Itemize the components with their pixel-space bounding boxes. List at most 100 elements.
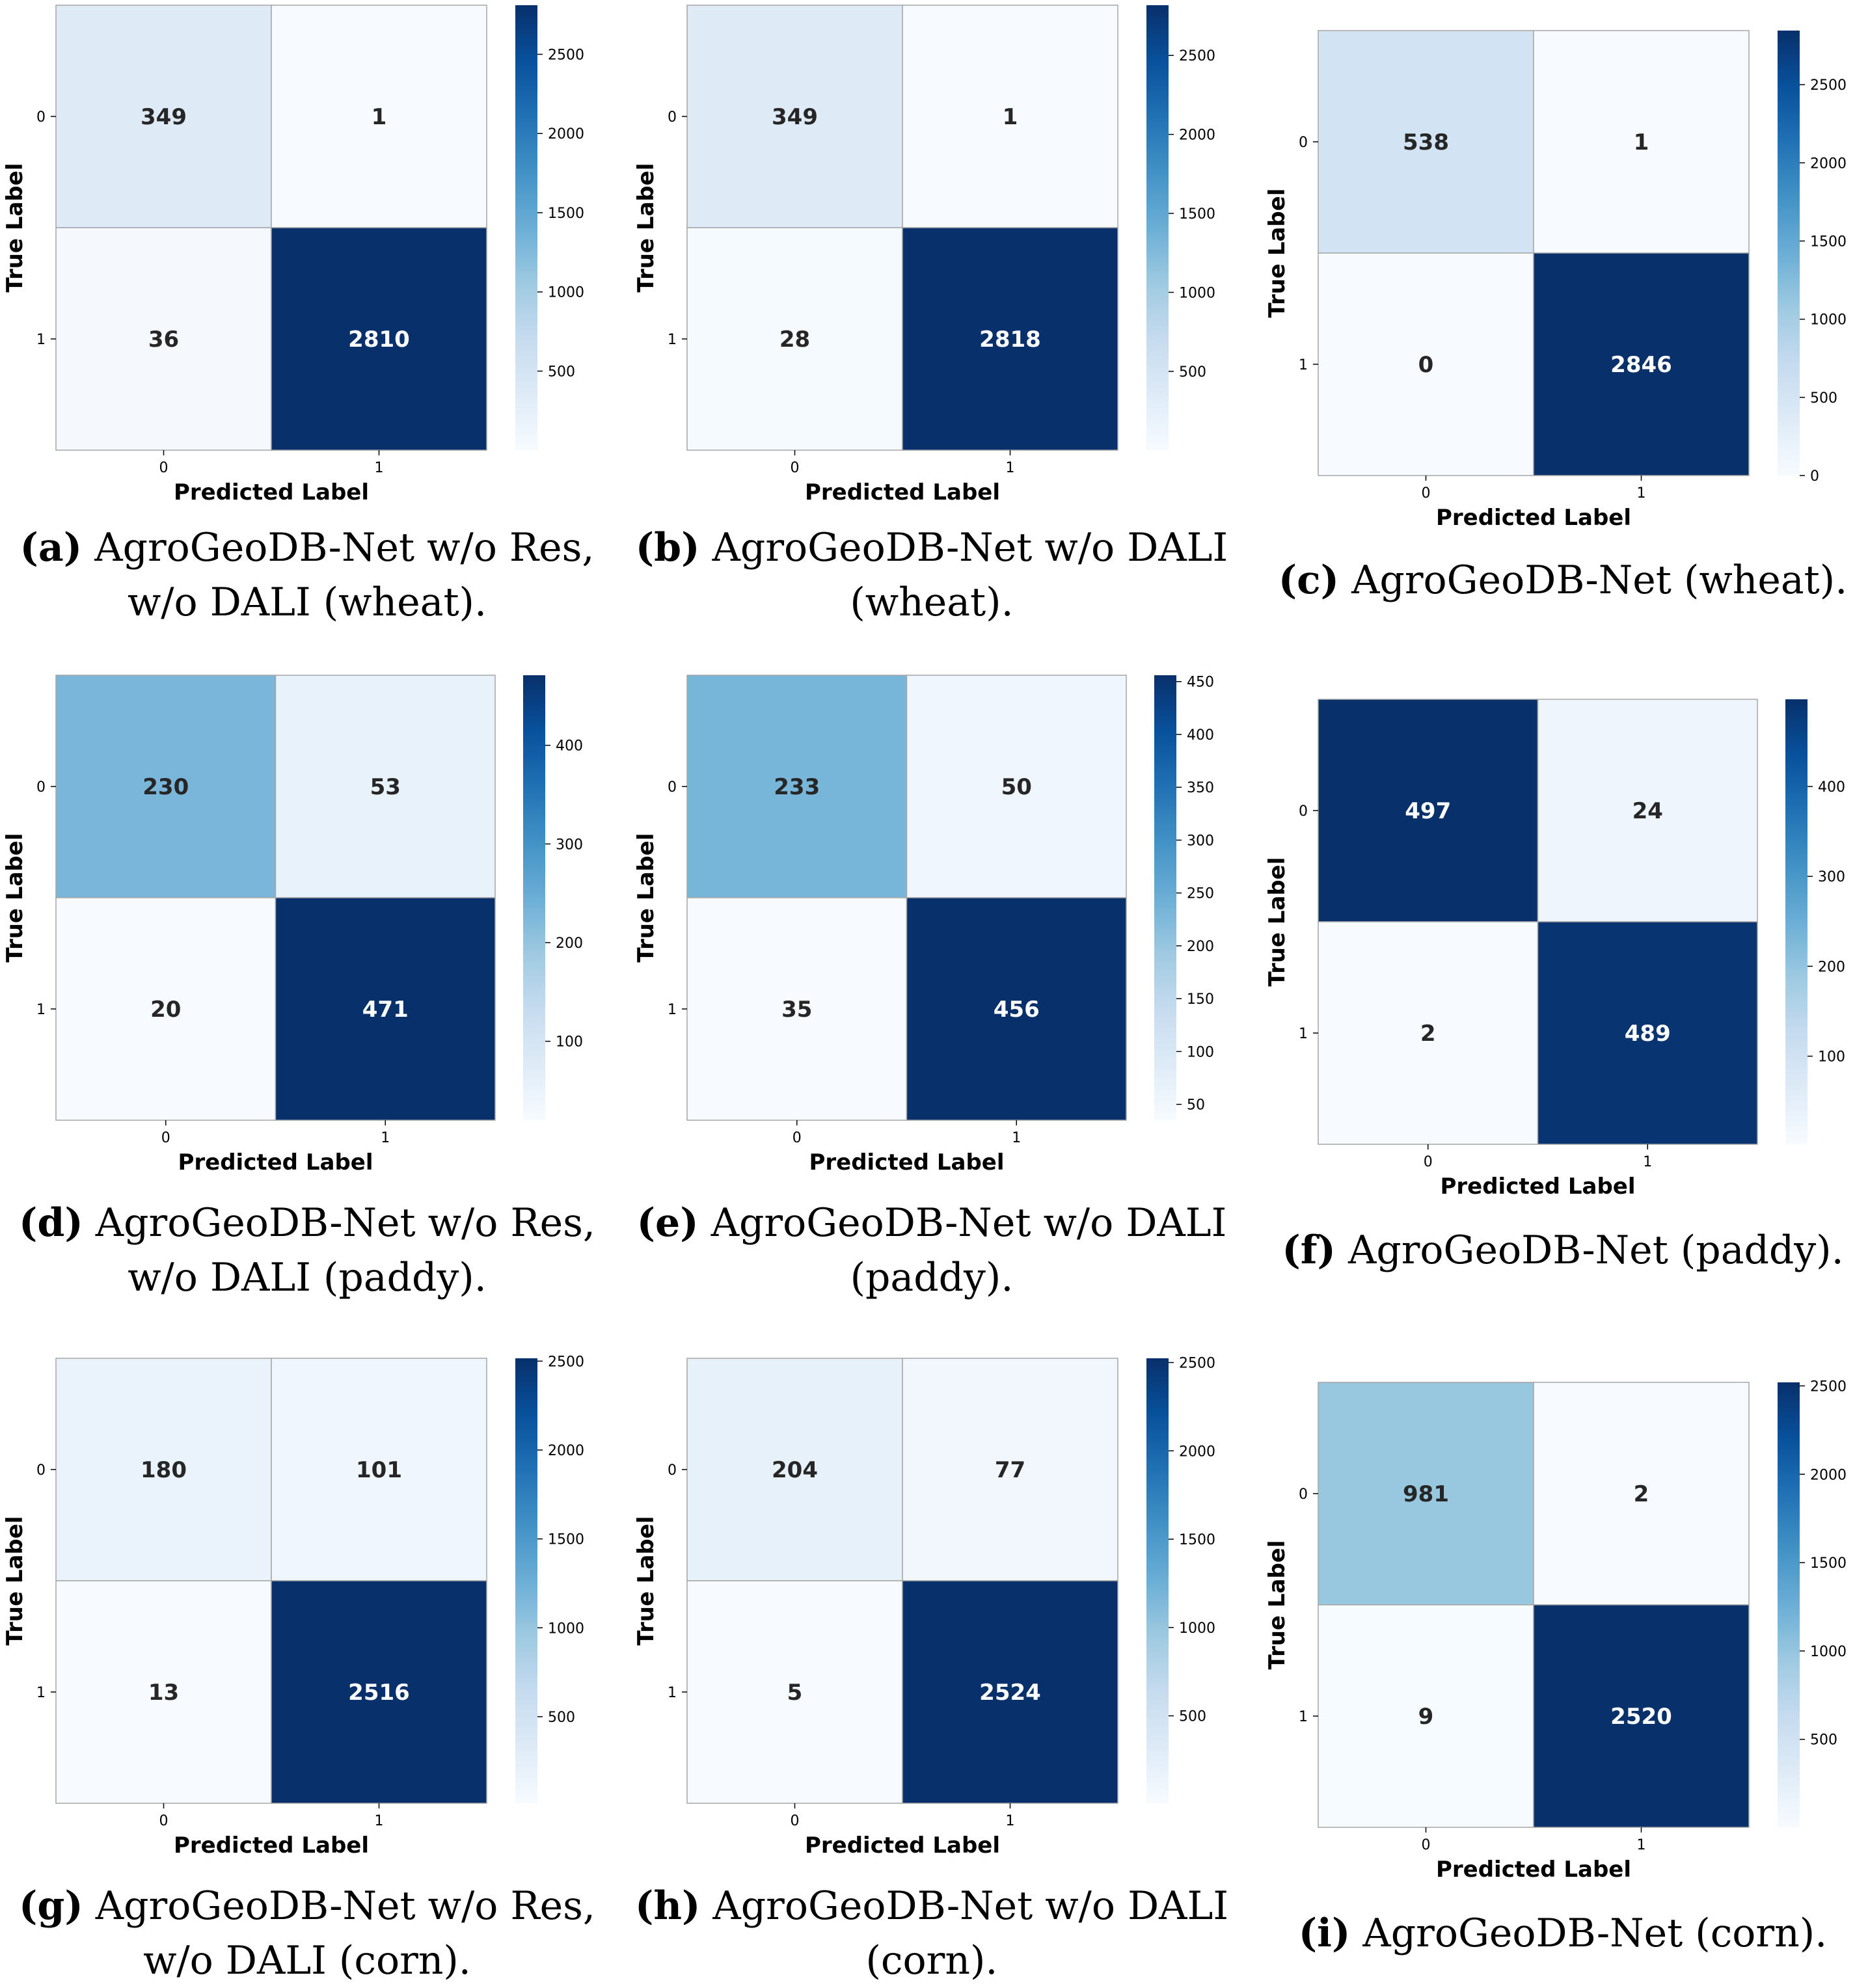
caption-text: AgroGeoDB-Net w/o Res, (83, 1200, 595, 1246)
caption-text: AgroGeoDB-Net (corn). (1350, 1911, 1828, 1956)
cell-value-h-1-0: 5 (787, 1680, 803, 1706)
colorbar-tick-label-c-1: 500 (1810, 390, 1837, 407)
colorbar-tick-label-b-2: 1500 (1179, 206, 1215, 222)
heatmap-cell-e-0-0 (686, 675, 908, 898)
colorbar-tick-label-e-0: 50 (1187, 1097, 1205, 1114)
y-tick-label-c-1: 1 (1299, 357, 1308, 373)
cell-value-d-0-1: 53 (370, 774, 401, 800)
heatmap-cell-c-1-0 (1318, 252, 1534, 476)
heatmap-cell-f-1-1 (1537, 921, 1758, 1145)
caption-text: AgroGeoDB-Net w/o DALI (699, 525, 1228, 571)
heatmap-cell-b-1-0 (686, 227, 903, 451)
cell-value-a-1-0: 36 (148, 327, 179, 353)
caption-line: (h) AgroGeoDB-Net w/o DALI (626, 1879, 1238, 1933)
y-axis-label-a: True Label (2, 163, 28, 293)
colorbar-tick-label-g-2: 1500 (548, 1532, 584, 1548)
y-tick-label-a-1: 1 (36, 332, 46, 348)
x-axis-label-c: Predicted Label (1436, 505, 1631, 531)
x-tick-label-i-0: 0 (1422, 1837, 1431, 1853)
y-tick-label-a-0: 0 (36, 109, 46, 126)
colorbar-tick-label-g-1: 1000 (548, 1620, 584, 1637)
y-tick-label-b-1: 1 (668, 332, 677, 348)
subfigure-caption-i: (i) AgroGeoDB-Net (corn). (1257, 1906, 1855, 1961)
colorbar-tick-label-e-8: 450 (1187, 675, 1214, 691)
caption-line: (f) AgroGeoDB-Net (paddy). (1257, 1223, 1855, 1278)
heatmap-cell-c-0-1 (1533, 30, 1750, 254)
x-tick-label-h-1: 1 (1006, 1813, 1015, 1829)
heatmap-cell-a-1-0 (55, 227, 272, 451)
colorbar-tick-label-g-3: 2000 (548, 1443, 584, 1459)
colorbar-tick-label-c-2: 1000 (1810, 312, 1847, 329)
colorbar-tick-label-e-3: 200 (1187, 939, 1214, 955)
caption-text: AgroGeoDB-Net (wheat). (1339, 557, 1848, 603)
caption-line: (g) AgroGeoDB-Net w/o Res, (1, 1879, 613, 1933)
cell-value-c-1-1: 2846 (1610, 352, 1672, 378)
caption-line: (wheat). (626, 575, 1238, 630)
subfigure-caption-e: (e) AgroGeoDB-Net w/o DALI (paddy). (626, 1196, 1238, 1305)
cell-value-i-0-1: 2 (1634, 1481, 1649, 1507)
y-axis-label-d: True Label (2, 833, 28, 963)
x-axis-label-b: Predicted Label (805, 479, 1000, 505)
caption-label-b: (b) (635, 525, 700, 571)
caption-line: w/o DALI (corn). (1, 1933, 613, 1988)
colorbar-a (515, 5, 537, 450)
cell-value-b-1-0: 28 (779, 327, 810, 353)
colorbar-tick-label-d-0: 100 (556, 1034, 583, 1051)
colorbar-tick-label-a-0: 500 (548, 364, 575, 380)
cell-value-a-0-0: 349 (141, 104, 187, 130)
caption-line: w/o DALI (wheat). (1, 575, 613, 630)
cell-value-i-0-0: 981 (1403, 1481, 1449, 1507)
colorbar-tick-label-e-4: 250 (1187, 886, 1214, 902)
colorbar-tick-label-h-3: 2000 (1179, 1444, 1215, 1460)
colorbar-tick-label-f-0: 100 (1818, 1049, 1845, 1066)
colorbar-tick-label-i-4: 2500 (1810, 1378, 1847, 1395)
x-tick-label-a-0: 0 (159, 460, 169, 476)
cell-value-b-1-1: 2818 (979, 327, 1041, 353)
x-tick-label-b-1: 1 (1006, 460, 1015, 476)
y-tick-label-d-1: 1 (36, 1002, 46, 1018)
caption-line: w/o DALI (paddy). (1, 1250, 613, 1305)
caption-label-g: (g) (19, 1883, 83, 1929)
heatmap-cell-e-0-1 (906, 675, 1127, 898)
caption-line: (i) AgroGeoDB-Net (corn). (1257, 1906, 1855, 1961)
colorbar-tick-label-h-0: 500 (1179, 1709, 1206, 1725)
cell-value-c-0-1: 1 (1634, 129, 1649, 155)
subfigure-caption-b: (b) AgroGeoDB-Net w/o DALI (wheat). (626, 520, 1238, 630)
subfigure-caption-d: (d) AgroGeoDB-Net w/o Res, w/o DALI (padd… (1, 1196, 613, 1305)
caption-text: (corn). (865, 1938, 998, 1983)
x-tick-label-a-1: 1 (375, 460, 384, 476)
colorbar-tick-label-d-1: 200 (556, 935, 583, 952)
cell-value-g-1-1: 2516 (348, 1680, 410, 1706)
colorbar-tick-label-c-4: 2000 (1810, 155, 1847, 172)
colorbar-tick-label-i-2: 1500 (1810, 1555, 1847, 1572)
cell-value-g-0-1: 101 (356, 1457, 402, 1483)
x-tick-label-f-1: 1 (1643, 1154, 1652, 1170)
cell-value-f-1-1: 489 (1625, 1021, 1671, 1047)
caption-label-f: (f) (1282, 1228, 1336, 1273)
caption-label-d: (d) (19, 1200, 83, 1246)
heatmap-cell-i-1-1 (1533, 1604, 1750, 1828)
y-tick-label-g-0: 0 (36, 1462, 46, 1479)
colorbar-c (1778, 31, 1800, 476)
colorbar-tick-label-b-1: 1000 (1179, 285, 1215, 301)
x-axis-label-i: Predicted Label (1436, 1857, 1631, 1883)
heatmap-cell-h-1-1 (902, 1580, 1118, 1804)
heatmap-cell-i-0-0 (1318, 1382, 1534, 1605)
x-axis-label-f: Predicted Label (1440, 1174, 1635, 1200)
cell-value-e-0-0: 233 (774, 774, 820, 800)
confusion-matrix-c: 538 1 0 2846 0 1 0 1 Predicted Label True Label 0 5… (1264, 30, 1847, 531)
x-axis-label-g: Predicted Label (174, 1833, 369, 1859)
y-tick-label-g-1: 1 (36, 1685, 46, 1701)
caption-label-a: (a) (20, 525, 83, 571)
x-tick-label-c-1: 1 (1637, 485, 1646, 502)
colorbar-tick-label-h-2: 1500 (1179, 1532, 1215, 1548)
heatmap-cell-d-1-0 (55, 897, 277, 1121)
y-axis-label-i: True Label (1264, 1540, 1290, 1670)
colorbar-tick-label-e-7: 400 (1187, 727, 1214, 744)
colorbar-tick-label-a-4: 2500 (548, 47, 584, 63)
colorbar-tick-label-a-3: 2000 (548, 126, 584, 142)
colorbar-tick-label-b-3: 2000 (1179, 128, 1215, 144)
heatmap-cell-h-0-0 (686, 1358, 903, 1581)
colorbar-tick-label-g-0: 500 (548, 1710, 575, 1726)
caption-text: (wheat). (850, 580, 1014, 625)
